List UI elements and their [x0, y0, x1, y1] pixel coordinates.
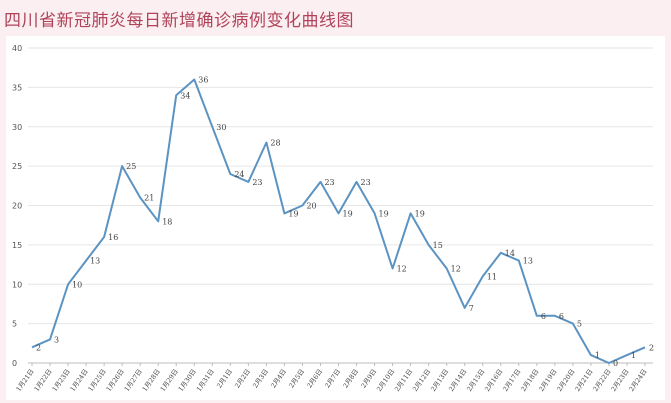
data-label: 23 [252, 178, 262, 187]
x-tick-label: 2月7日 [323, 368, 342, 390]
gridlines [28, 47, 653, 364]
data-label: 34 [180, 91, 190, 100]
data-label: 13 [90, 257, 100, 266]
data-label: 25 [126, 162, 136, 171]
data-label: 6 [559, 312, 564, 321]
data-label: 3 [54, 335, 59, 344]
x-tick-label: 2月4日 [269, 368, 288, 390]
data-label: 19 [288, 209, 298, 218]
y-axis-ticks: 0 5 10 15 20 25 30 35 40 [12, 44, 22, 368]
y-tick-label: 30 [12, 123, 22, 132]
data-label: 28 [270, 139, 280, 148]
y-tick-label: 20 [12, 202, 22, 211]
y-tick-label: 10 [12, 280, 22, 289]
data-label: 15 [433, 241, 443, 250]
data-label: 20 [306, 202, 316, 211]
data-label: 10 [72, 280, 82, 289]
data-label: 12 [451, 265, 461, 274]
x-tick-label: 2月8日 [341, 368, 360, 390]
data-label: 19 [415, 209, 425, 218]
x-tick-label: 2月1日 [215, 368, 234, 390]
y-tick-label: 35 [12, 83, 22, 92]
data-label: 1 [631, 351, 636, 360]
data-label: 30 [216, 123, 226, 132]
data-label: 19 [379, 209, 389, 218]
data-label: 14 [505, 249, 515, 258]
x-tick-label: 2月3日 [251, 368, 270, 390]
data-label: 5 [577, 320, 582, 329]
data-label: 7 [469, 304, 474, 313]
data-label: 18 [162, 217, 172, 226]
data-label: 2 [36, 343, 41, 352]
data-label: 19 [343, 209, 353, 218]
data-label: 11 [487, 272, 497, 281]
chart-area: 0 5 10 15 20 25 30 35 40 1月21日 1月22日 1月23日 1月24日 1月2… [6, 36, 665, 400]
data-label: 21 [144, 194, 154, 203]
data-label: 16 [108, 233, 118, 242]
x-axis-ticks: 1月21日1月22日1月23日1月24日1月25日1月26日1月27日1月28日… [15, 363, 649, 393]
x-tick-label: 2月2日 [233, 368, 252, 390]
data-label: 24 [234, 170, 244, 179]
series-line-path [31, 78, 646, 364]
chart-title: 四川省新冠肺炎每日新增确诊病例变化曲线图 [4, 11, 354, 31]
x-tick-label: 2月5日 [287, 368, 306, 390]
series-line [31, 78, 646, 364]
x-tick-label: 1月31日 [195, 368, 216, 393]
y-tick-label: 25 [12, 162, 22, 171]
y-tick-label: 15 [12, 241, 22, 250]
data-label: 2 [649, 343, 654, 352]
y-tick-label: 40 [12, 44, 22, 53]
data-label: 1 [595, 351, 600, 360]
data-label: 23 [361, 178, 371, 187]
y-tick-label: 0 [12, 359, 17, 368]
data-label: 6 [541, 312, 546, 321]
data-label: 23 [324, 178, 334, 187]
data-label: 36 [198, 76, 208, 85]
data-label: 0 [613, 359, 618, 368]
y-tick-label: 5 [12, 320, 17, 329]
data-labels: 2310131625211834363024232819202319231912… [36, 76, 654, 369]
data-label: 13 [523, 257, 533, 266]
x-tick-label: 2月24日 [628, 368, 649, 393]
x-tick-label: 2月6日 [305, 368, 324, 390]
data-label: 12 [397, 265, 407, 274]
